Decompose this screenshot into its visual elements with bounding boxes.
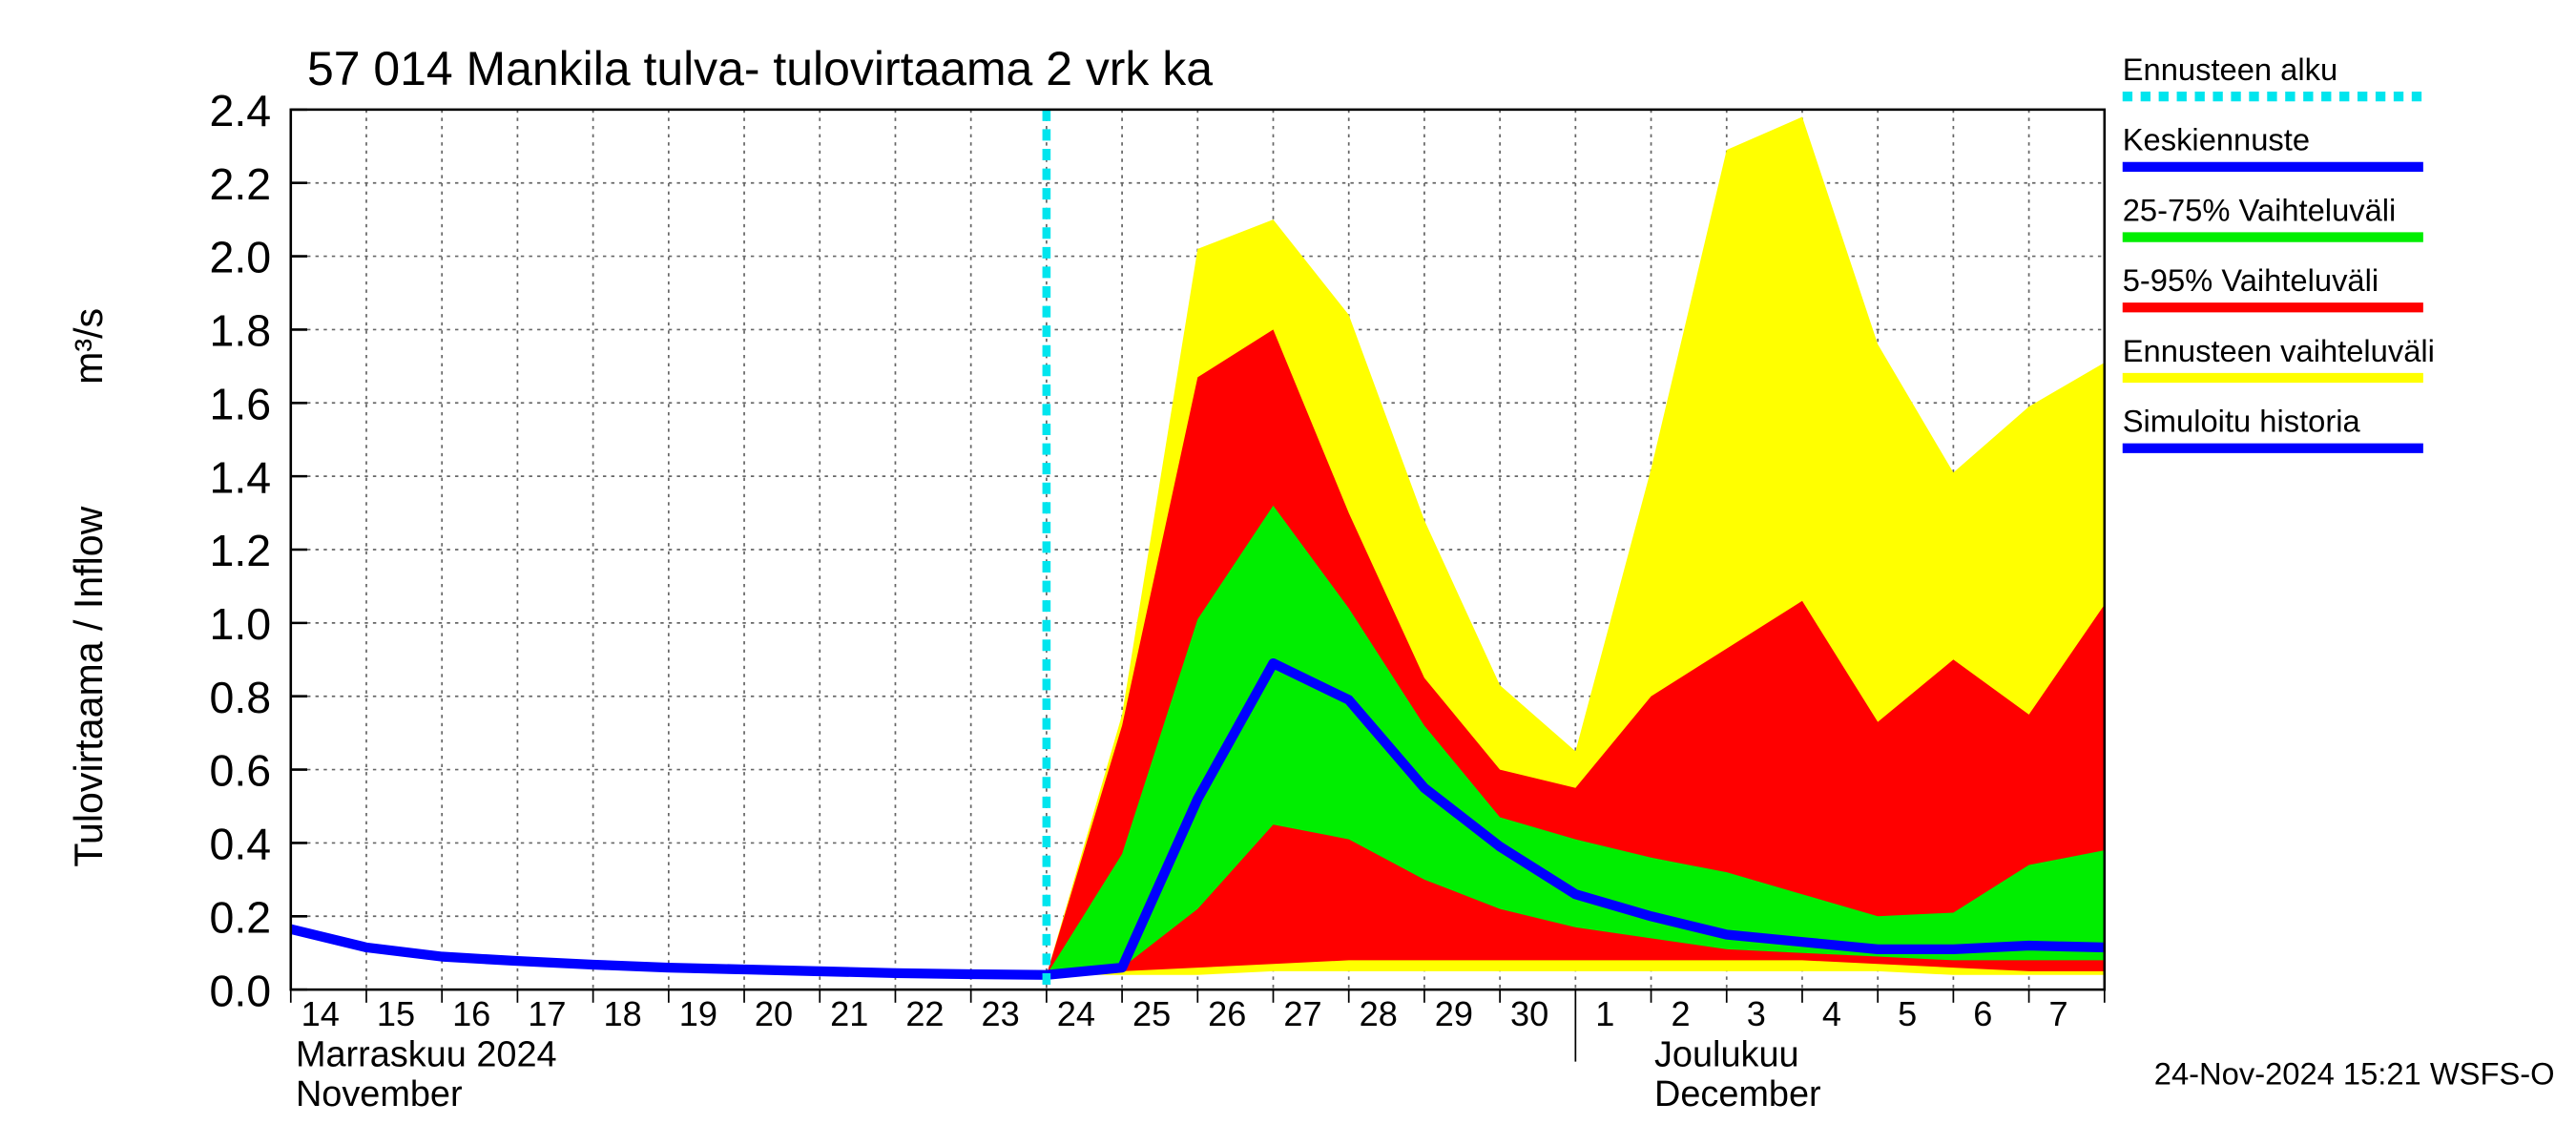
x-tick-label: 19	[679, 994, 717, 1033]
y-tick-label: 0.2	[210, 893, 272, 943]
x-tick-label: 15	[377, 994, 415, 1033]
x-tick-label: 7	[2049, 994, 2068, 1033]
x-tick-label: 16	[452, 994, 490, 1033]
y-tick-label: 2.4	[210, 86, 272, 135]
y-tick-label: 0.0	[210, 966, 272, 1015]
x-tick-label: 22	[905, 994, 944, 1033]
band-area	[1046, 505, 2105, 975]
y-tick-label: 1.6	[210, 380, 272, 429]
x-tick-label: 30	[1510, 994, 1548, 1033]
legend-label: Keskiennuste	[2123, 122, 2310, 157]
y-tick-label: 0.8	[210, 673, 272, 722]
x-tick-label: 1	[1595, 994, 1614, 1033]
chart-title: 57 014 Mankila tulva- tulovirtaama 2 vrk…	[307, 42, 1213, 95]
x-tick-label: 14	[301, 994, 340, 1033]
x-tick-label: 6	[1973, 994, 1992, 1033]
y-tick-label: 2.0	[210, 233, 272, 282]
x-tick-label: 27	[1283, 994, 1321, 1033]
y-tick-label: 1.8	[210, 306, 272, 356]
x-tick-label: 21	[830, 994, 868, 1033]
legend-label: 25-75% Vaihteluväli	[2123, 192, 2397, 227]
y-axis-label: Tulovirtaama / Inflow	[67, 506, 111, 866]
month-label: Marraskuu 2024	[296, 1035, 557, 1075]
y-tick-label: 1.4	[210, 452, 272, 502]
month-label: December	[1654, 1074, 1821, 1114]
legend-label: Ennusteen alku	[2123, 52, 2337, 87]
x-tick-label: 25	[1132, 994, 1171, 1033]
x-tick-label: 26	[1208, 994, 1246, 1033]
y-tick-label: 0.6	[210, 746, 272, 796]
month-label: November	[296, 1074, 463, 1114]
plot-frame	[289, 108, 2107, 991]
series-line	[1046, 657, 2105, 980]
y-tick-label: 2.2	[210, 159, 272, 209]
x-tick-label: 3	[1747, 994, 1766, 1033]
x-tick-label: 4	[1822, 994, 1841, 1033]
y-axis-unit: m³/s	[67, 308, 111, 385]
y-tick-label: 1.0	[210, 599, 272, 649]
x-tick-label: 5	[1898, 994, 1917, 1033]
y-tick-label: 0.4	[210, 820, 272, 869]
y-tick-label: 1.2	[210, 526, 272, 575]
x-tick-label: 29	[1435, 994, 1473, 1033]
x-tick-label: 28	[1360, 994, 1398, 1033]
x-tick-label: 17	[528, 994, 566, 1033]
x-tick-label: 23	[982, 994, 1020, 1033]
legend-label: Simuloitu historia	[2123, 404, 2361, 439]
x-tick-label: 24	[1057, 994, 1095, 1033]
legend-label: 5-95% Vaihteluväli	[2123, 262, 2379, 298]
x-tick-label: 20	[755, 994, 793, 1033]
series-line	[289, 924, 1047, 980]
footer: 24-Nov-2024 15:21 WSFS-O	[2154, 1056, 2555, 1092]
x-tick-label: 18	[603, 994, 641, 1033]
x-tick-label: 2	[1671, 994, 1690, 1033]
legend-label: Ennusteen vaihteluväli	[2123, 333, 2435, 368]
month-label: Joulukuu	[1654, 1035, 1799, 1075]
